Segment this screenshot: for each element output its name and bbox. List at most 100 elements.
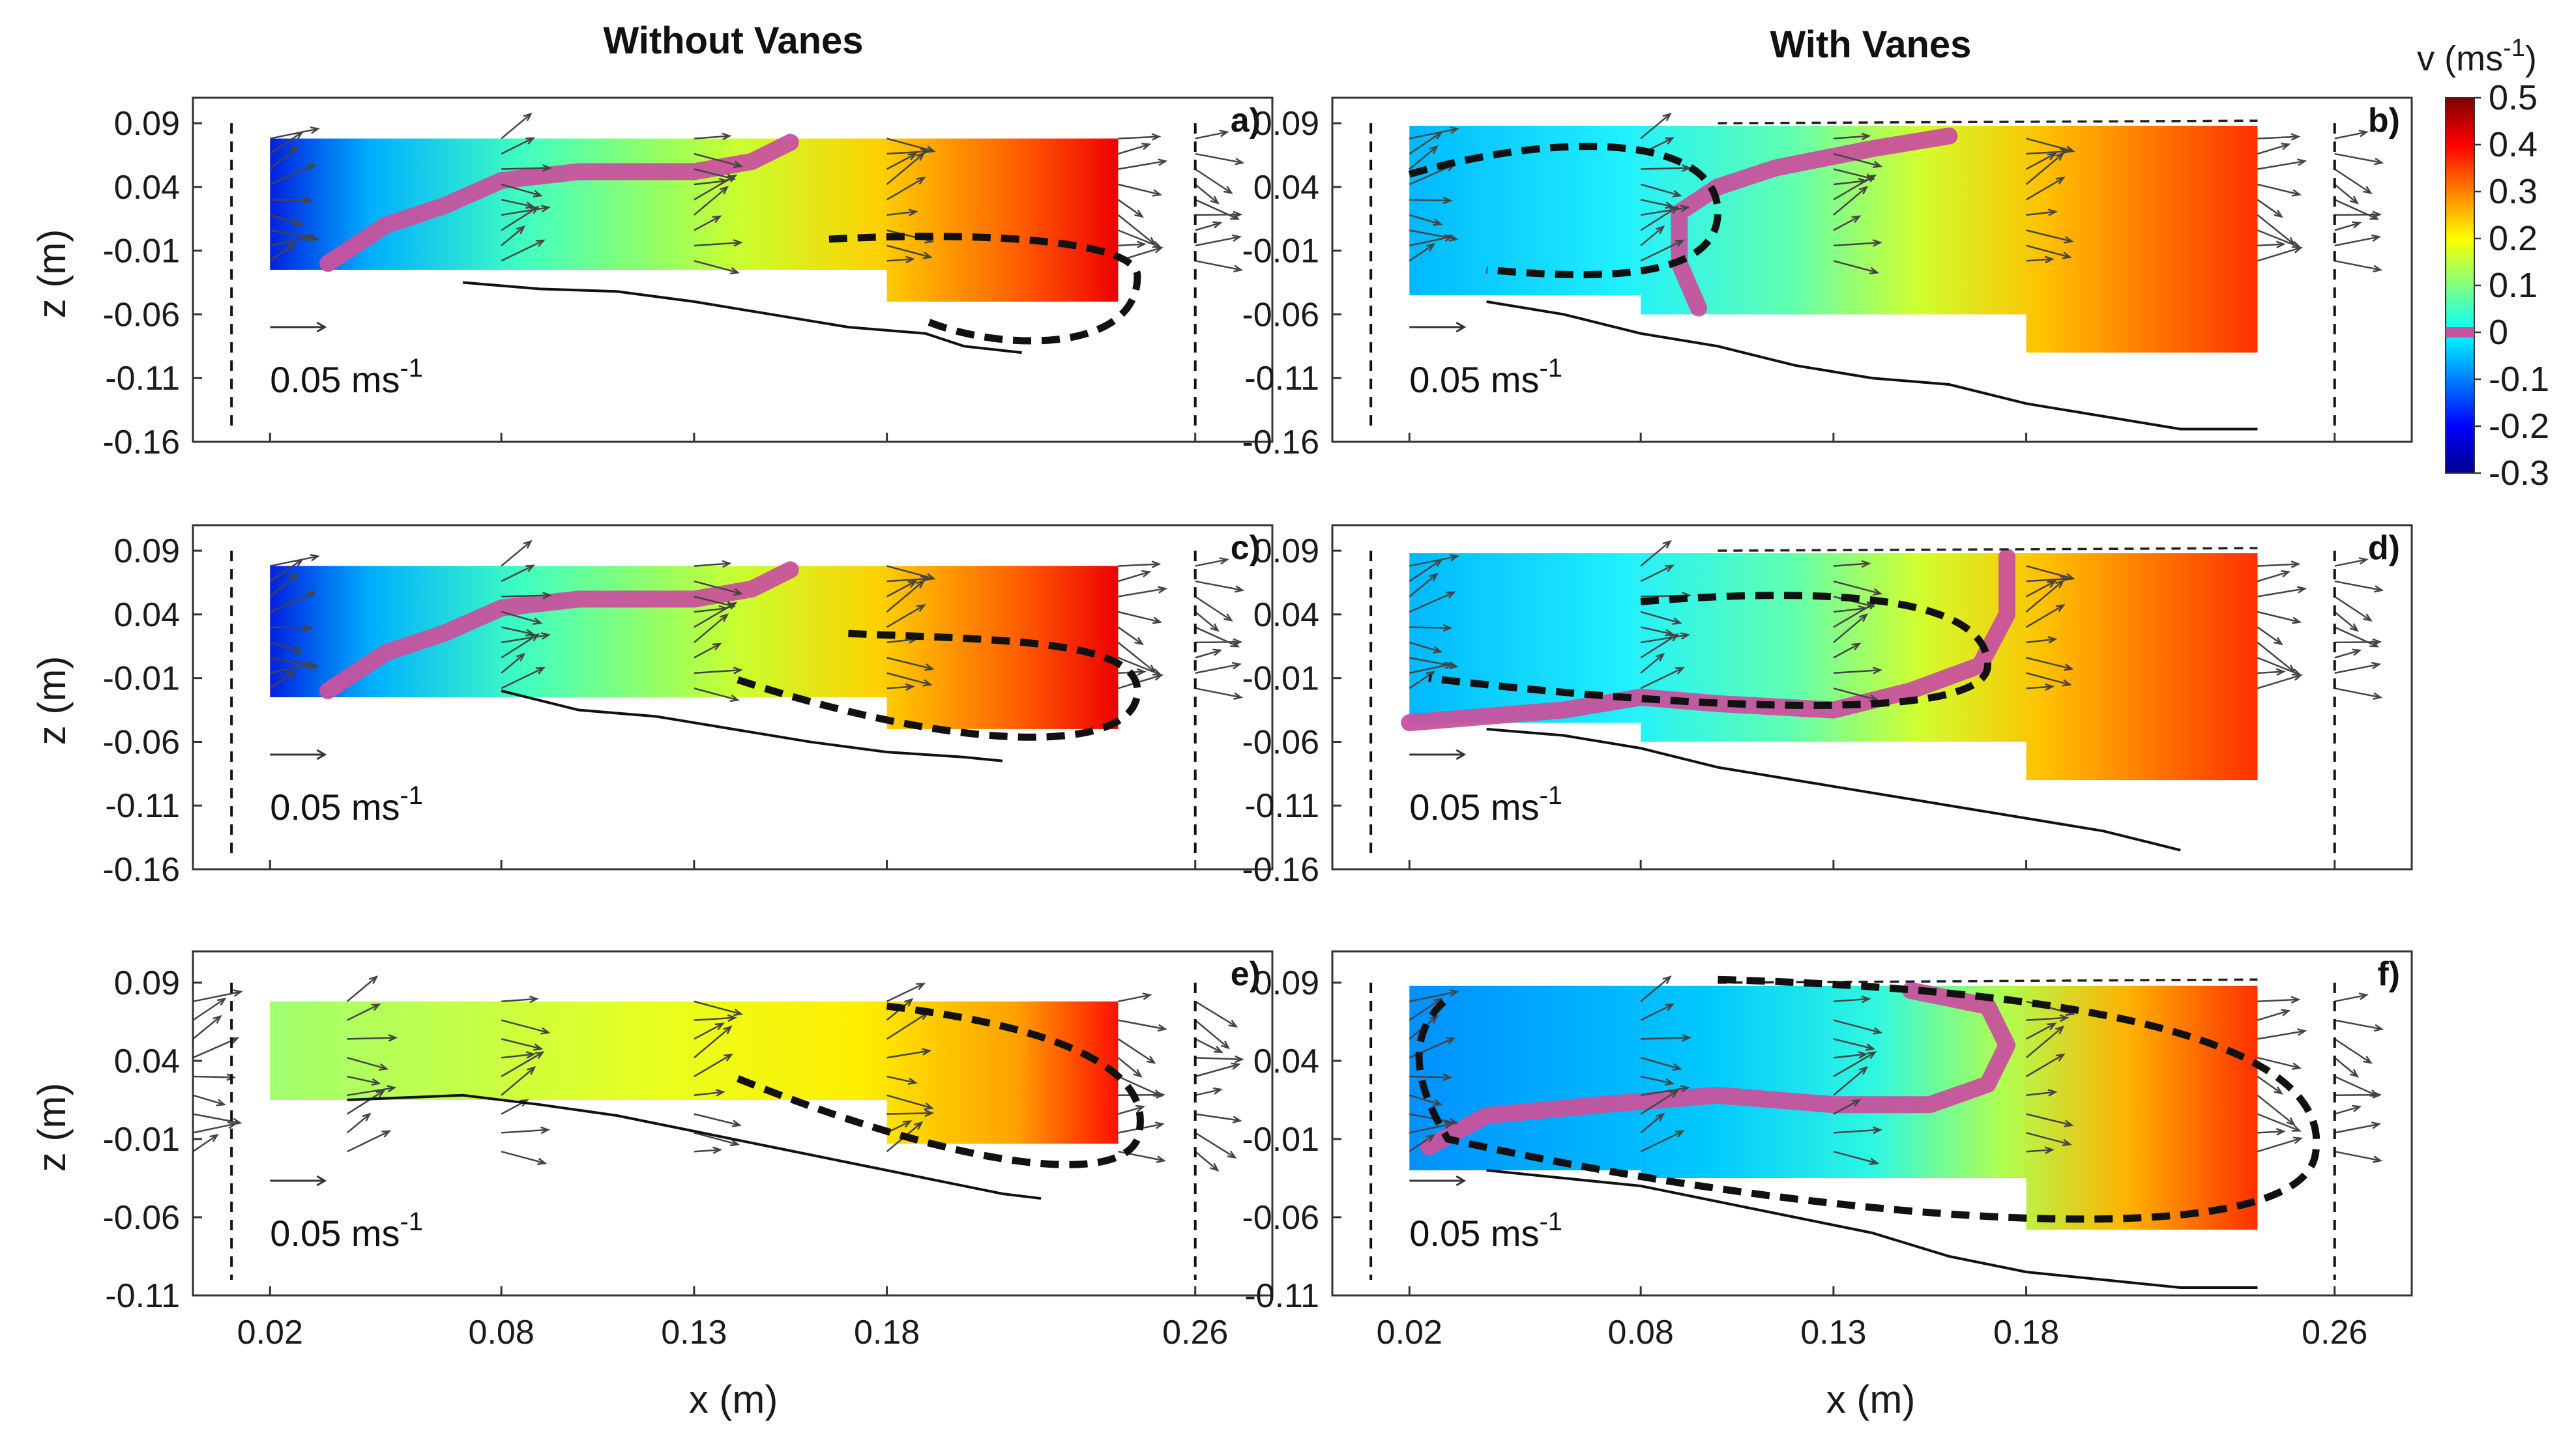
velocity-vector-head — [2373, 692, 2383, 700]
velocity-vector-head — [1433, 1099, 1443, 1106]
velocity-vectors — [192, 975, 1244, 1172]
velocity-vector — [694, 580, 742, 595]
velocity-vector-head — [2062, 679, 2072, 687]
velocity-vector — [1833, 1150, 1878, 1164]
velocity-vector — [694, 215, 721, 231]
velocity-vector — [501, 654, 525, 674]
velocity-vector — [2025, 1054, 2064, 1078]
velocity-vector — [1117, 1038, 1155, 1064]
velocity-vector-head — [724, 1053, 733, 1061]
velocity-vector-head — [1662, 975, 1672, 985]
velocity-vector-head — [2292, 246, 2304, 253]
velocity-vector-head — [1858, 1051, 1868, 1059]
velocity-vector-head — [905, 255, 915, 264]
panel-frame — [1331, 524, 2413, 871]
colorbar-tick-label: 0.5 — [2489, 78, 2538, 117]
velocity-vector-head — [1213, 1045, 1223, 1054]
scale-arrow-head — [316, 321, 327, 333]
velocity-vector-head — [2059, 1014, 2070, 1022]
velocity-vector — [1117, 1075, 1162, 1097]
velocity-vector-head — [1231, 234, 1242, 242]
velocity-vector — [1640, 1075, 1673, 1084]
velocity-vector-head — [1235, 585, 1245, 593]
x-axis-label-left: x (m) — [689, 1378, 778, 1421]
velocity-vector-head — [1151, 133, 1162, 141]
velocity-vector — [2257, 611, 2300, 623]
y-tick-label: 0.09 — [1253, 532, 1319, 570]
velocity-vector — [2334, 184, 2358, 204]
velocity-vector — [1195, 199, 1238, 220]
velocity-vector — [1640, 633, 1678, 659]
velocity-vector — [1195, 641, 1241, 644]
velocity-vector — [269, 559, 302, 583]
velocity-vector — [270, 235, 313, 247]
velocity-vector — [694, 1132, 739, 1146]
velocity-vector-head — [542, 164, 552, 172]
velocity-vector-head — [381, 1130, 392, 1138]
velocity-vector-head — [209, 1134, 219, 1142]
velocity-vector-head — [1449, 554, 1459, 562]
velocity-vector-head — [1872, 667, 1882, 674]
velocity-vector-head — [1665, 1004, 1675, 1011]
velocity-vector-head — [1675, 1130, 1685, 1138]
circulation-path — [731, 629, 1141, 741]
velocity-vector — [2026, 657, 2072, 670]
colorbar-tick-label: -0.3 — [2489, 454, 2549, 493]
velocity-vector — [2334, 213, 2380, 216]
velocity-vector — [192, 1134, 218, 1153]
velocity-vector-head — [719, 613, 729, 622]
velocity-vector-head — [1212, 221, 1223, 229]
panel-d: 0.09 0.04 -0.01 -0.06 -0.11 -0.16 d) 0.05 ms-1 — [1242, 524, 2413, 889]
velocity-vector-head — [2374, 1024, 2384, 1032]
velocity-vector — [1118, 588, 1166, 598]
y-tick-label: -0.11 — [1244, 787, 1319, 825]
velocity-vector — [2334, 168, 2371, 194]
velocity-vector-head — [2358, 992, 2369, 1000]
velocity-vector-head — [916, 177, 926, 185]
velocity-vector-head — [2276, 240, 2286, 249]
velocity-vector-head — [1233, 692, 1244, 700]
velocity-vector-head — [2274, 1086, 2283, 1095]
velocity-vector-head — [1869, 267, 1879, 275]
velocity-vector-head — [540, 1027, 551, 1035]
velocity-vector-head — [1210, 1162, 1220, 1172]
velocity-vector — [1195, 663, 1240, 674]
velocity-vector — [1640, 626, 1673, 635]
velocity-vector-head — [1212, 1087, 1223, 1095]
velocity-vector-head — [1133, 1069, 1143, 1078]
velocity-vector-head — [294, 558, 304, 567]
velocity-vector — [270, 199, 312, 202]
velocity-vector — [2334, 596, 2371, 622]
y-tick-label: 0.09 — [114, 532, 180, 570]
velocity-vector-head — [1212, 648, 1223, 656]
velocity-vector-head — [1141, 570, 1152, 578]
colorbar: v (ms-1) 0.5 0.4 0.3 0.2 0.1 0 -0.1 -0.2 -0.3 — [2417, 35, 2549, 493]
y-tick-label: 0.09 — [114, 964, 180, 1002]
velocity-vector-head — [2291, 189, 2302, 197]
velocity-vector — [694, 260, 739, 274]
velocity-vector — [1640, 1086, 1689, 1097]
velocity-vector-head — [733, 239, 743, 247]
x-tick-label: 0.02 — [237, 1314, 303, 1351]
x-tick-label: 0.26 — [1162, 1314, 1228, 1351]
velocity-vector-head — [1672, 617, 1682, 625]
velocity-vector — [1640, 206, 1678, 231]
velocity-vector-head — [525, 564, 535, 572]
velocity-vector — [1117, 641, 1156, 672]
velocity-vectors — [1409, 112, 2384, 275]
y-tick-label: -0.01 — [1242, 1121, 1319, 1159]
velocity-vector-head — [540, 1126, 551, 1134]
velocity-vector-head — [2055, 1053, 2066, 1061]
velocity-vector-head — [733, 160, 744, 169]
panel-frame — [1331, 96, 2413, 443]
velocity-vector-head — [1426, 243, 1436, 252]
colorbar-tick-label: 0 — [2489, 313, 2508, 352]
scale-arrow-exponent: -1 — [1539, 781, 1562, 810]
velocity-vector — [2334, 199, 2378, 220]
scale-arrow-label: 0.05 ms-1 — [270, 354, 423, 400]
velocity-vector-head — [1232, 1116, 1242, 1123]
velocity-vector — [2334, 611, 2358, 631]
velocity-vector-head — [1655, 1112, 1665, 1121]
velocity-vector-head — [371, 1004, 381, 1011]
velocity-vector-head — [1158, 158, 1168, 166]
